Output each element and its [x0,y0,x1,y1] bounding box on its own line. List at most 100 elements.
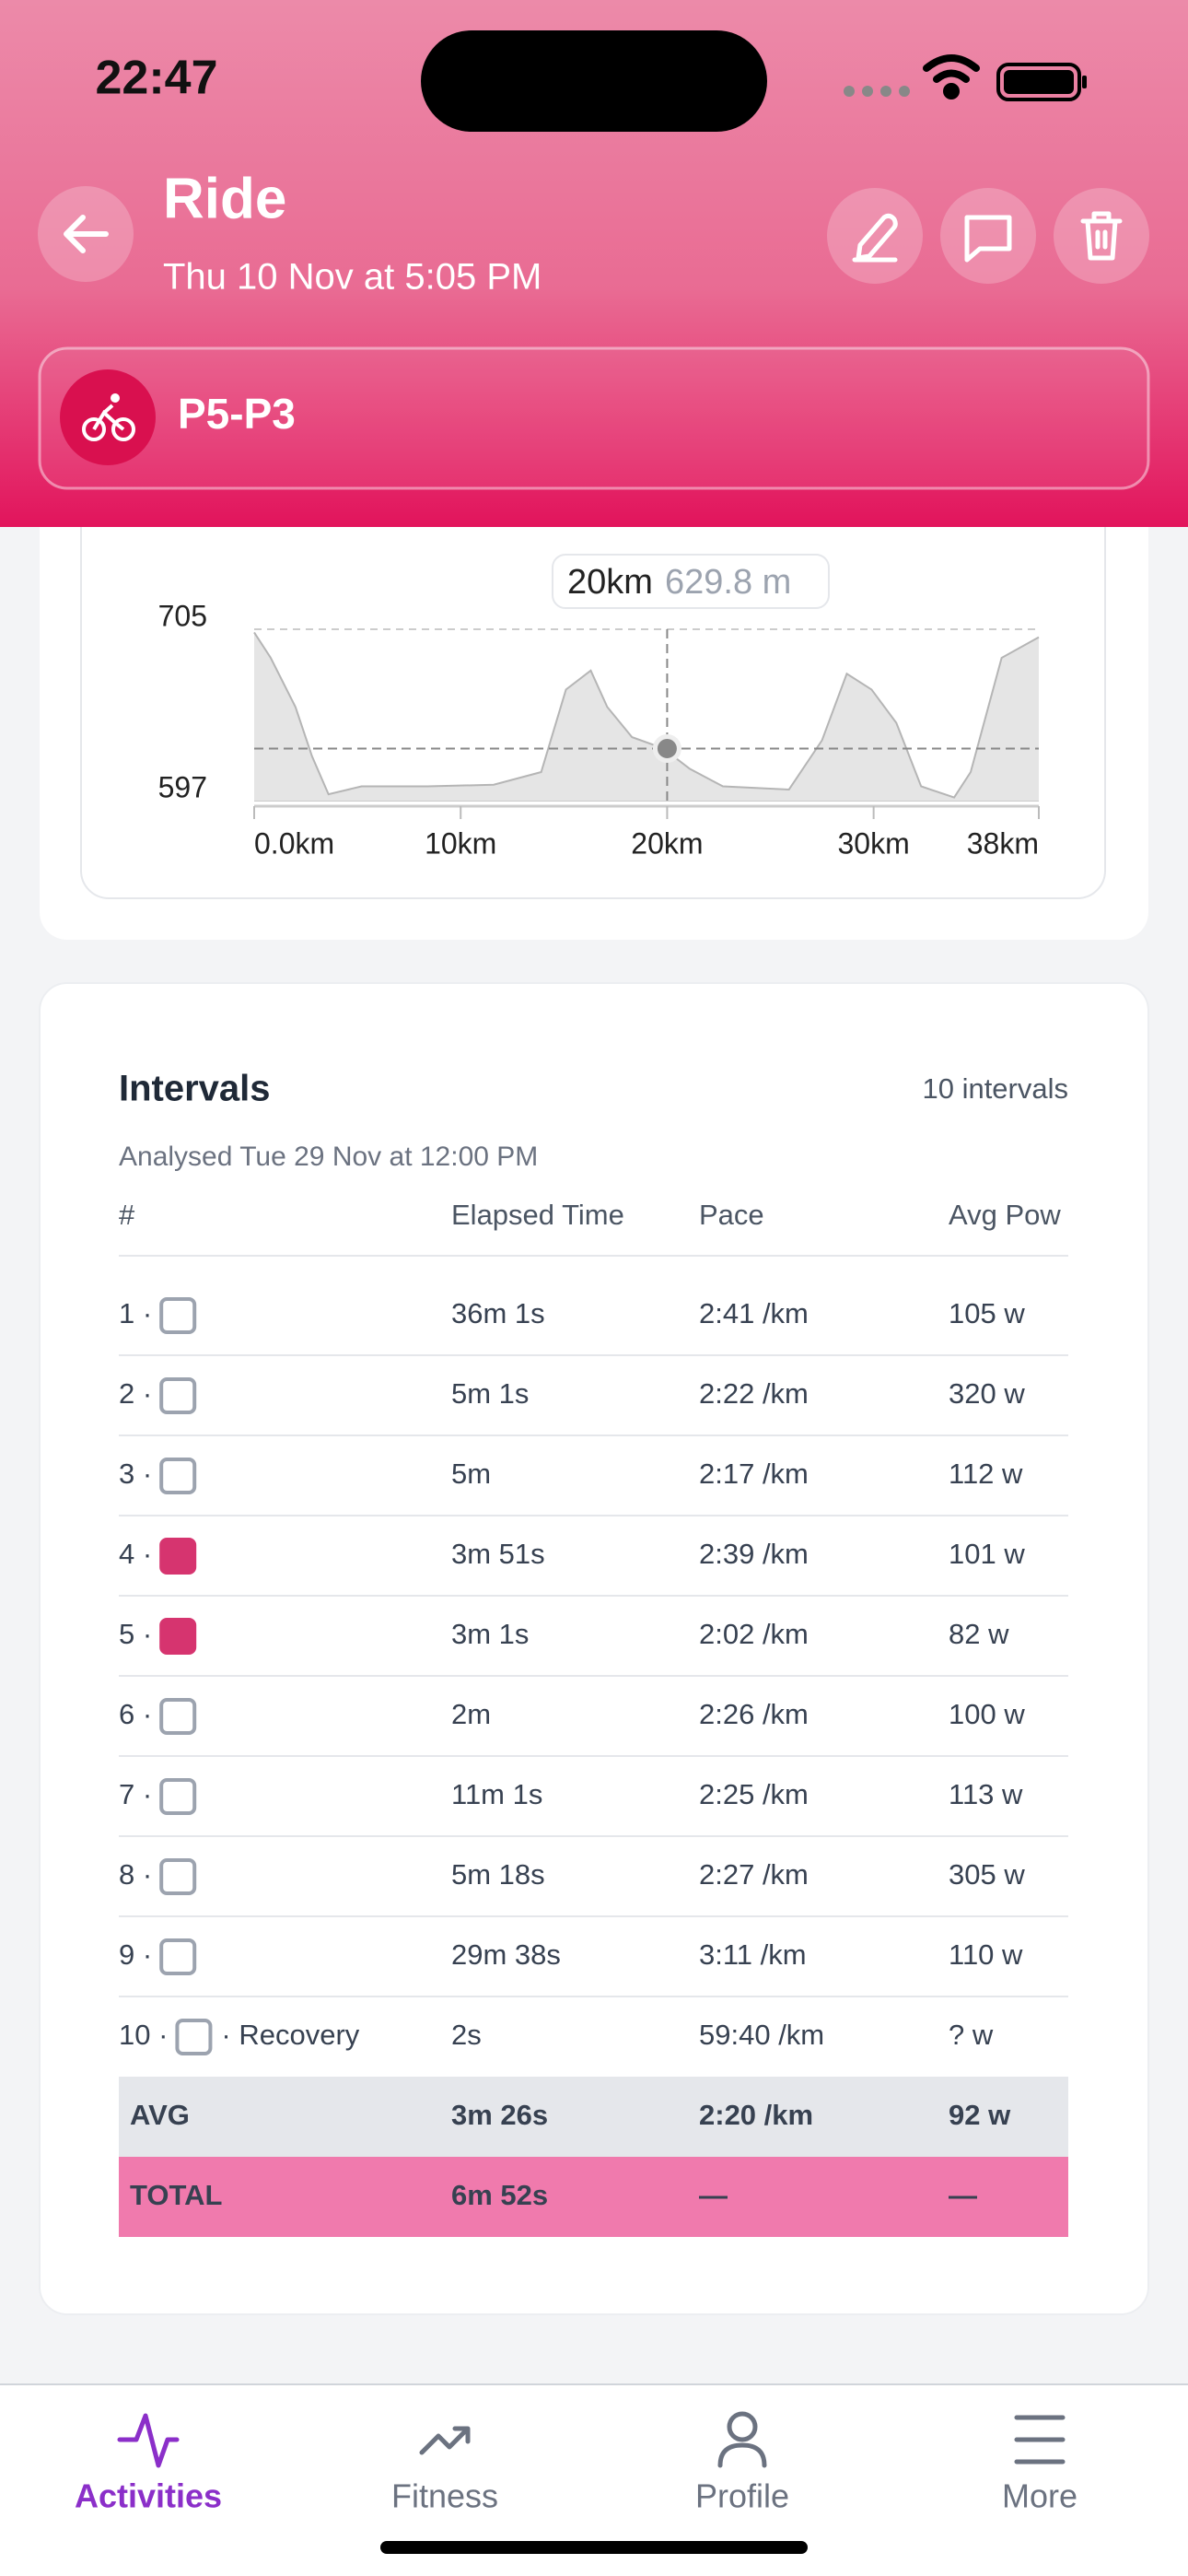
area-fill [254,632,1039,801]
comment-button[interactable] [940,188,1036,284]
interval-number: 4 · [119,1538,152,1570]
interval-elapsed: 5m 18s [451,1858,545,1891]
bike-icon [60,369,156,465]
x-tick-label: 30km [838,826,910,860]
subtitle: Thu 10 Nov at 5:05 PM [163,257,542,298]
nav-label: Activities [75,2477,222,2515]
home-indicator [380,2541,808,2554]
interval-pace: 2:17 /km [699,1458,809,1490]
interval-elapsed: 5m [451,1458,491,1490]
total-power: — [949,2179,977,2211]
interval-checkbox[interactable] [159,1858,197,1895]
back-button[interactable] [38,186,134,282]
activity-box[interactable] [38,346,1150,490]
nav-item[interactable]: Profile [695,2411,789,2515]
interval-power: 101 w [949,1538,1025,1570]
interval-checkbox[interactable] [159,1778,197,1815]
total-row [119,2157,1068,2237]
status-time: 22:47 [96,52,218,105]
total-pace: — [699,2179,728,2211]
battery-icon [996,63,1087,101]
interval-number: 8 · [119,1858,152,1891]
interval-number: 3 · [119,1458,152,1490]
nav-item[interactable]: More [1002,2415,1077,2515]
interval-checkbox[interactable] [175,2019,213,2055]
column-header: Pace [699,1199,764,1231]
interval-pace: 2:39 /km [699,1538,809,1570]
title: Ride [163,167,286,230]
interval-number: 10 · [119,2019,168,2051]
interval-checkbox[interactable] [159,1458,197,1494]
interval-number: 5 · [119,1618,152,1650]
edit-button[interactable] [827,188,923,284]
interval-pace: 3:11 /km [699,1938,807,1971]
signal [844,86,910,97]
delete-button[interactable] [1054,188,1149,284]
interval-pace: 2:27 /km [699,1858,809,1891]
interval-power: 100 w [949,1698,1025,1730]
interval-checkbox[interactable] [159,1377,197,1414]
interval-power: 305 w [949,1858,1025,1891]
total-label: TOTAL [130,2179,222,2211]
interval-checkbox[interactable] [159,1938,197,1975]
interval-power: 105 w [949,1297,1025,1329]
interval-pace: 2:41 /km [699,1297,809,1329]
interval-power: 113 w [949,1778,1023,1810]
avg-elapsed: 3m 26s [451,2099,548,2131]
column-header: Avg Pow [949,1199,1061,1231]
interval-pace: 2:25 /km [699,1778,809,1810]
column-header: Elapsed Time [451,1199,624,1231]
interval-elapsed: 36m 1s [451,1297,545,1329]
interval-elapsed: 11m 1s [451,1778,542,1810]
x-tick-label: 38km [967,826,1039,860]
elevation-line [253,631,1040,799]
x-tick-label: 0.0km [254,826,334,860]
interval-power: 82 w [949,1618,1009,1650]
interval-pace: 59:40 /km [699,2019,824,2051]
nav-label: More [1002,2477,1077,2515]
interval-elapsed: 2m [451,1698,491,1730]
interval-number: 6 · [119,1698,152,1730]
tooltip-value: 629.8 m [665,563,791,602]
interval-suffix: · Recovery [221,2019,359,2051]
interval-power: 112 w [949,1458,1023,1490]
interval-elapsed: 2s [451,2019,482,2051]
nav-items: Activities Fitness Profile More [75,2411,1077,2515]
nav-icon [1014,2415,1066,2465]
tooltip-box [552,554,830,609]
interval-checkbox[interactable] [159,1698,197,1735]
avg-label: AVG [130,2099,190,2131]
analysed-date: Analysed Tue 29 Nov at 12:00 PM [119,1142,538,1172]
nav-item[interactable]: Activities [75,2413,222,2515]
intervals-title: Intervals [119,1069,271,1109]
nav-icon [117,2413,180,2468]
activity-name: P5-P3 [178,390,296,438]
intervals-table: # Elapsed Time Pace Avg Pow 1 · 36m 1s 2:41 /k… [119,1199,1068,2237]
tooltip-x: 20km [567,563,653,602]
dynamic-island [421,30,767,132]
interval-elapsed: 29m 38s [451,1938,561,1971]
intervals-card [39,982,1149,2315]
avg-pace: 2:20 /km [699,2099,813,2131]
column-header: # [119,1199,135,1231]
interval-checkbox[interactable] [159,1538,197,1575]
nav-label: Fitness [391,2477,498,2515]
interval-pace: 2:22 /km [699,1377,809,1410]
nav-item[interactable]: Fitness [391,2426,498,2515]
total-elapsed: 6m 52s [451,2179,548,2211]
interval-elapsed: 3m 1s [451,1618,529,1650]
interval-number: 7 · [119,1778,152,1810]
hover-marker [652,734,681,764]
interval-elapsed: 5m 1s [451,1377,529,1410]
interval-power: 110 w [949,1938,1023,1971]
x-tick-label: 20km [631,826,703,860]
interval-number: 2 · [119,1377,152,1410]
avg-row [119,2077,1068,2157]
x-tick-label: 10km [425,826,496,860]
interval-power: ? w [949,2019,994,2051]
interval-checkbox[interactable] [159,1618,197,1655]
interval-checkbox[interactable] [159,1297,197,1334]
interval-pace: 2:26 /km [699,1698,809,1730]
